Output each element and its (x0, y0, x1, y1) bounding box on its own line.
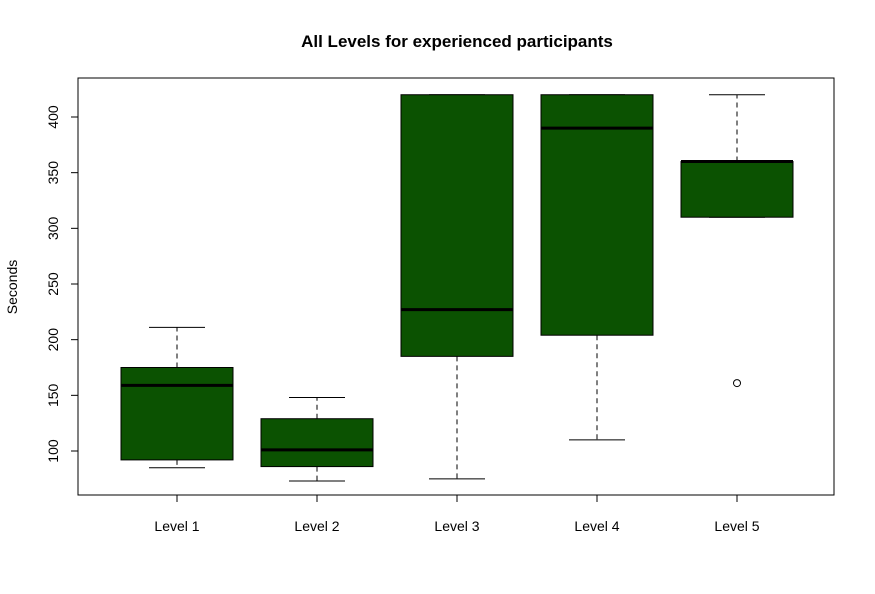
box-5 (680, 94, 794, 388)
x-axis: Level 1 Level 2 Level 3 Level 4 Level 5 (154, 494, 760, 534)
y-tick-label: 400 (45, 105, 61, 129)
box-rect (260, 418, 374, 468)
y-tick-label: 350 (45, 161, 61, 185)
box-3 (400, 94, 514, 480)
x-tick-label: Level 5 (714, 518, 759, 534)
boxes-group (120, 94, 794, 482)
y-tick-label: 200 (45, 328, 61, 352)
x-tick-label: Level 3 (434, 518, 479, 534)
x-tick-label: Level 4 (574, 518, 619, 534)
x-tick-label: Level 1 (154, 518, 199, 534)
box-1 (120, 326, 234, 469)
y-tick-label: 250 (45, 272, 61, 296)
box-rect (540, 94, 654, 336)
x-tick-label: Level 2 (294, 518, 339, 534)
box-rect (120, 367, 234, 461)
box-rect (680, 161, 794, 218)
y-axis-label: Seconds (4, 260, 20, 314)
box-2 (260, 397, 374, 482)
y-axis: 100 150 200 250 300 350 400 (45, 105, 79, 463)
y-tick-label: 300 (45, 216, 61, 240)
y-tick-label: 150 (45, 383, 61, 407)
y-tick-label: 100 (45, 439, 61, 463)
outlier-point (733, 379, 741, 388)
box-4 (540, 94, 654, 441)
chart-title: All Levels for experienced participants (301, 32, 613, 51)
box-rect (400, 94, 514, 357)
